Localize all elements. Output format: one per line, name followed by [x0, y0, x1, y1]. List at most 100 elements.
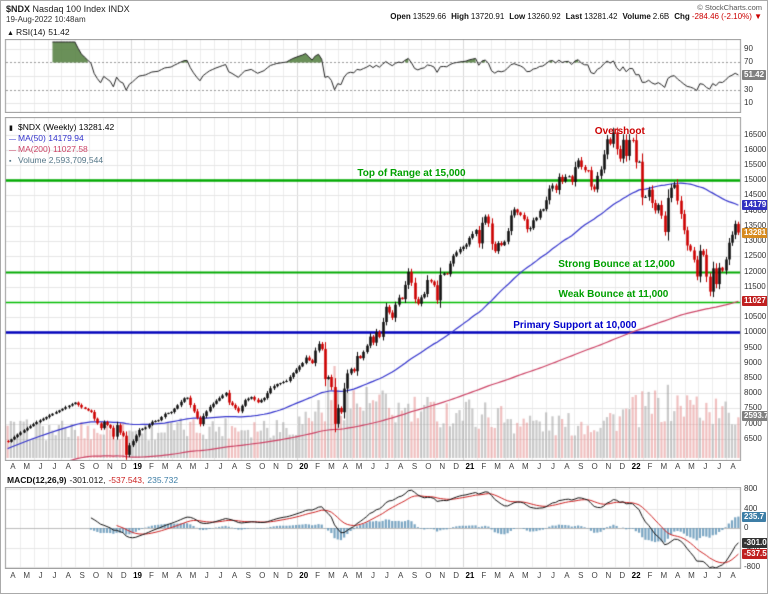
rsi-label: RSI(14) — [16, 27, 46, 37]
x-axis-month-label: F — [481, 462, 487, 471]
x-axis-month-label: O — [92, 571, 100, 580]
x-axis-month-label: M — [161, 462, 169, 471]
candlestick-icon: ▮ — [9, 125, 13, 132]
chart-annotation: Primary Support at 10,000 — [513, 319, 637, 331]
x-axis-month-label: J — [717, 571, 722, 580]
macd-hist-value: 235.732 — [147, 475, 179, 485]
x-axis-month-label: J — [551, 462, 556, 471]
x-axis-month-label: O — [259, 462, 266, 471]
x-axis-month-label: J — [384, 571, 389, 580]
rsi-panel-canvas — [1, 39, 767, 113]
price-value-box: 13281 — [742, 227, 767, 238]
x-axis-month-label: A — [10, 462, 16, 471]
price-axis-tick: 14500 — [744, 190, 767, 200]
ma200-legend: MA(200) 11027.58 — [18, 144, 88, 155]
x-axis-month-label: J — [537, 571, 542, 580]
x-axis-month-label: M — [189, 571, 197, 580]
price-panel-canvas — [1, 117, 767, 461]
x-axis-month-label: J — [703, 571, 708, 580]
main-legend: ▮ $NDX (Weekly) 13281.42 — MA(50) 14179.94… — [9, 122, 114, 166]
ma50-legend-row: — MA(50) 14179.94 — [9, 133, 114, 144]
ma200-legend-row: — MA(200) 11027.58 — [9, 144, 114, 155]
x-axis-month-label: D — [619, 462, 626, 471]
rsi-axis-tick: 70 — [744, 57, 753, 67]
x-axis-month-label: A — [231, 462, 238, 471]
x-axis-month-label: 21 — [465, 571, 475, 580]
quote-label: High — [451, 12, 469, 22]
chart-annotation: Top of Range at 15,000 — [357, 167, 466, 179]
volume-bars-icon: ▪ — [9, 158, 12, 166]
x-axis-month-label: 19 — [133, 571, 143, 580]
x-axis-month-label: J — [52, 571, 57, 580]
x-axis-month-label: A — [65, 462, 71, 471]
price-axis-tick: 7000 — [744, 418, 762, 428]
x-axis-month-label: D — [120, 462, 127, 471]
chart-annotation: Overshoot — [594, 126, 645, 138]
x-axis-month-label: M — [328, 571, 335, 580]
x-axis-month-label: A — [508, 462, 515, 471]
indicator-icon: ▲ — [7, 30, 14, 37]
macd-panel-canvas — [1, 487, 767, 569]
x-axis-month-label: M — [161, 571, 169, 580]
symbol-legend: $NDX (Weekly) 13281.42 — [18, 122, 115, 132]
x-axis-month-label: N — [273, 571, 279, 580]
price-axis-tick: 16500 — [744, 129, 767, 139]
x-axis-month-label: J — [52, 462, 57, 471]
quote-value: -284.46 (-2.10%) ▼ — [691, 12, 762, 22]
price-axis-tick: 15500 — [744, 160, 767, 170]
x-axis-month-label: A — [398, 462, 404, 471]
x-axis-month-label: 22 — [631, 571, 641, 580]
macd-legend: MACD(12,26,9) -301.012, -537.543, 235.732 — [7, 475, 181, 485]
x-axis-month-label: M — [521, 571, 529, 580]
volume-legend-row: ▪ Volume 2,593,709,544 — [9, 155, 114, 166]
symbol-title: $NDX Nasdaq 100 Index INDX — [6, 4, 130, 15]
x-axis-month-label: J — [384, 462, 389, 471]
x-axis-month-label: J — [371, 571, 375, 580]
chart-datetime: 19-Aug-2022 10:48am — [6, 15, 86, 25]
price-axis-tick: 9500 — [744, 342, 762, 352]
macd-axis-tick: 800 — [744, 484, 758, 493]
symbol-ticker: $NDX — [6, 4, 31, 14]
chart-header: $NDX Nasdaq 100 Index INDX 19-Aug-2022 1… — [6, 4, 130, 25]
price-axis-tick: 13000 — [744, 236, 767, 246]
price-axis-tick: 12500 — [744, 251, 767, 261]
chart-annotation: Weak Bounce at 11,000 — [558, 289, 669, 301]
x-axis-month-label: D — [287, 462, 293, 471]
x-axis-month-label: O — [591, 571, 598, 580]
quote-label: Chg — [674, 12, 690, 22]
macd-value-box: -537.5 — [742, 549, 767, 560]
x-axis-month-label: O — [92, 462, 100, 471]
x-axis-month-label: A — [730, 462, 736, 471]
price-axis-tick: 6500 — [744, 433, 762, 443]
price-axis-tick: 8000 — [744, 388, 762, 398]
symbol-legend-row: ▮ $NDX (Weekly) 13281.42 — [9, 122, 114, 133]
x-axis-month-label: F — [647, 571, 653, 580]
x-axis-month-label: J — [38, 462, 43, 471]
macd-axis-tick: -800 — [744, 562, 761, 571]
x-axis-month-label: J — [204, 571, 209, 580]
x-axis-month-label: M — [521, 462, 529, 471]
quote-label: Low — [509, 12, 526, 22]
quote-label: Open — [390, 12, 411, 22]
x-axis-month-label: F — [315, 571, 321, 580]
x-axis-month-label: D — [453, 462, 459, 471]
macd-value-box: 235.7 — [742, 511, 767, 522]
x-axis-month-label: N — [106, 571, 113, 580]
x-axis-month-label: F — [315, 462, 321, 471]
x-axis-month-label: N — [439, 571, 446, 580]
x-axis-month-label: N — [106, 462, 113, 471]
x-axis-month-label: A — [65, 571, 71, 580]
x-axis-month-label: A — [675, 571, 681, 580]
x-axis-month-label: A — [231, 571, 238, 580]
price-axis-tick: 10500 — [744, 312, 767, 322]
x-axis-month-label: F — [148, 462, 154, 471]
exchange-code: INDX — [108, 4, 130, 14]
quote-value: 13281.42 — [584, 12, 618, 22]
price-value-box: 14179 — [742, 200, 767, 211]
macd-label: MACD(12,26,9) — [7, 475, 67, 485]
x-axis-month-label: A — [564, 571, 570, 580]
x-axis-month-label: F — [481, 571, 487, 580]
x-axis-month-label: M — [355, 571, 363, 580]
x-axis-month-label: 20 — [299, 462, 309, 471]
rsi-legend: ▲ RSI(14) 51.42 — [7, 27, 70, 37]
